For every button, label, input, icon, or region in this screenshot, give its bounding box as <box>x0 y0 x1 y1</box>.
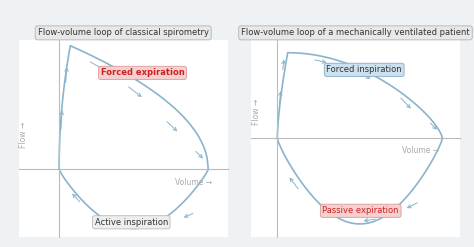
Text: Active inspiration: Active inspiration <box>95 218 168 227</box>
Text: Forced inspiration: Forced inspiration <box>327 65 402 74</box>
Title: Flow-volume loop of classical spirometry: Flow-volume loop of classical spirometry <box>38 28 209 37</box>
Text: Forced expiration: Forced expiration <box>100 68 184 77</box>
Text: Passive expiration: Passive expiration <box>322 206 399 215</box>
Text: Volume →: Volume → <box>402 146 439 155</box>
Text: Volume →: Volume → <box>174 178 212 187</box>
Title: Flow-volume loop of a mechanically ventilated patient: Flow-volume loop of a mechanically venti… <box>241 28 470 37</box>
Text: Flow →: Flow → <box>19 122 28 148</box>
Text: Flow →: Flow → <box>252 99 261 125</box>
